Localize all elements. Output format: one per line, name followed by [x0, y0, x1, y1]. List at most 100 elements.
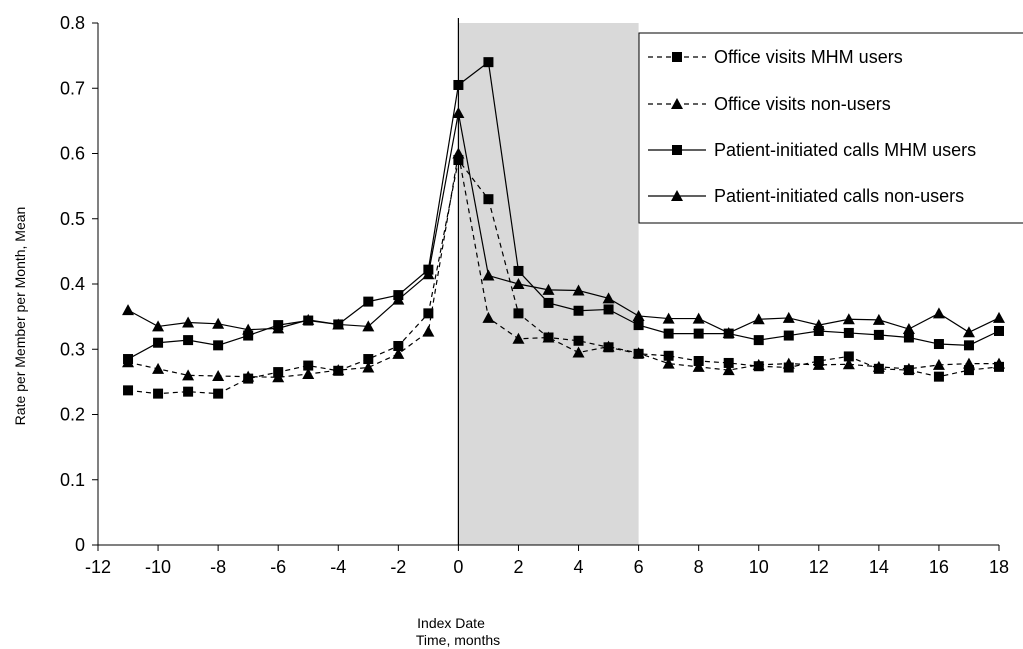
y-tick-label: 0: [75, 535, 85, 555]
data-point-series-4: [122, 304, 135, 316]
series-line-1: [127, 158, 1000, 395]
data-point-series-2: [632, 347, 645, 359]
data-point-series-1: [123, 385, 134, 396]
data-point-series-4: [572, 284, 585, 296]
data-point-series-3: [633, 320, 644, 331]
data-point-series-3: [994, 325, 1004, 336]
y-tick-label: 0.2: [60, 405, 85, 425]
legend: Office visits MHM users Office visits non…: [638, 32, 1023, 224]
data-point-series-2: [272, 371, 285, 383]
data-point-series-2: [512, 332, 525, 344]
data-point-series-2: [993, 357, 1005, 369]
data-point-series-4: [662, 312, 675, 324]
x-tick-label: 6: [634, 557, 644, 577]
data-point-series-4: [993, 311, 1005, 323]
legend-label-1: Office visits MHM users: [714, 47, 903, 67]
data-point-series-4: [362, 320, 375, 332]
data-point-series-3: [753, 335, 764, 346]
data-point-series-2: [572, 346, 585, 358]
data-point-series-4: [152, 320, 165, 332]
data-point-series-2: [962, 357, 975, 369]
data-point-series-3: [453, 79, 464, 90]
data-point-series-4: [812, 319, 825, 331]
data-point-series-2: [782, 357, 795, 369]
data-point-series-2: [542, 331, 555, 343]
data-point-series-2: [932, 358, 945, 370]
data-point-series-4: [452, 107, 465, 119]
legend-box: [638, 32, 1023, 224]
data-point-series-1: [573, 335, 584, 346]
data-point-series-3: [483, 57, 494, 68]
x-tick-label: -12: [85, 557, 111, 577]
data-point-series-1: [363, 354, 374, 365]
x-tick-label: 8: [694, 557, 704, 577]
data-point-series-2: [872, 360, 885, 372]
data-point-series-3: [873, 329, 884, 340]
data-point-series-2: [242, 370, 255, 382]
data-point-series-4: [782, 311, 795, 323]
series-line-4: [127, 112, 1000, 334]
data-point-series-2: [662, 357, 675, 369]
data-point-series-3: [933, 339, 944, 350]
data-point-series-4: [872, 313, 885, 325]
data-point-series-4: [602, 292, 615, 304]
x-tick-labels: -12 -10 -8 -6 -4 -2 0 2 4 6 8 10 12 14 16 18: [85, 557, 1009, 577]
data-point-series-2: [482, 311, 495, 323]
data-point-series-1: [393, 340, 404, 351]
data-point-series-2: [602, 340, 615, 352]
y-tick-labels: 0 0.1 0.2 0.3 0.4 0.5 0.6 0.7 0.8: [60, 13, 85, 555]
data-point-series-4: [302, 313, 315, 325]
data-point-series-4: [752, 313, 765, 325]
x-tick-label: -10: [145, 557, 171, 577]
data-point-series-1: [963, 365, 974, 376]
data-point-series-3: [183, 335, 194, 346]
x-axis-label-line1: Index Date: [417, 615, 485, 631]
data-point-series-2: [392, 347, 405, 359]
data-point-series-3: [663, 328, 674, 339]
data-point-series-4: [692, 312, 705, 324]
data-point-series-1: [723, 357, 734, 368]
data-point-series-4: [632, 309, 645, 321]
data-point-series-4: [542, 283, 555, 295]
legend-marker-4: [671, 190, 683, 201]
data-point-series-4: [932, 307, 945, 319]
data-point-series-3: [903, 332, 914, 343]
data-point-series-4: [722, 326, 735, 338]
data-point-series-4: [422, 268, 435, 280]
data-point-series-3: [693, 328, 704, 339]
series-markers: [122, 57, 1005, 399]
data-point-series-3: [543, 297, 554, 308]
data-point-series-3: [843, 327, 854, 338]
data-point-series-1: [183, 386, 194, 397]
x-tick-label: -8: [210, 557, 226, 577]
x-tick-label: -2: [390, 557, 406, 577]
data-point-series-4: [182, 316, 195, 328]
data-point-series-2: [842, 358, 855, 370]
data-point-series-1: [663, 350, 674, 361]
data-point-series-3: [963, 340, 974, 351]
data-point-series-2: [422, 325, 435, 337]
data-point-series-2: [692, 360, 705, 372]
data-point-series-1: [513, 308, 524, 319]
y-tick-label: 0.1: [60, 470, 85, 490]
data-point-series-2: [752, 358, 765, 370]
data-point-series-3: [363, 296, 374, 307]
y-tick-label: 0.3: [60, 339, 85, 359]
data-point-series-3: [213, 340, 224, 351]
data-point-series-2: [182, 369, 195, 381]
y-axis-label: Rate per Member per Month, Mean: [12, 207, 28, 426]
x-tick-label: 14: [869, 557, 889, 577]
data-point-series-2: [332, 364, 345, 376]
series-line-3: [127, 61, 1000, 360]
x-tick-label: 18: [989, 557, 1009, 577]
y-tick-label: 0.5: [60, 209, 85, 229]
data-point-series-4: [962, 326, 975, 338]
series-line-2: [127, 153, 999, 378]
data-point-series-4: [392, 293, 405, 305]
data-point-series-2: [212, 370, 225, 382]
legend-marker-2: [671, 98, 683, 109]
data-point-series-4: [842, 313, 855, 325]
data-point-series-1: [303, 360, 314, 371]
y-tick-label: 0.8: [60, 13, 85, 33]
